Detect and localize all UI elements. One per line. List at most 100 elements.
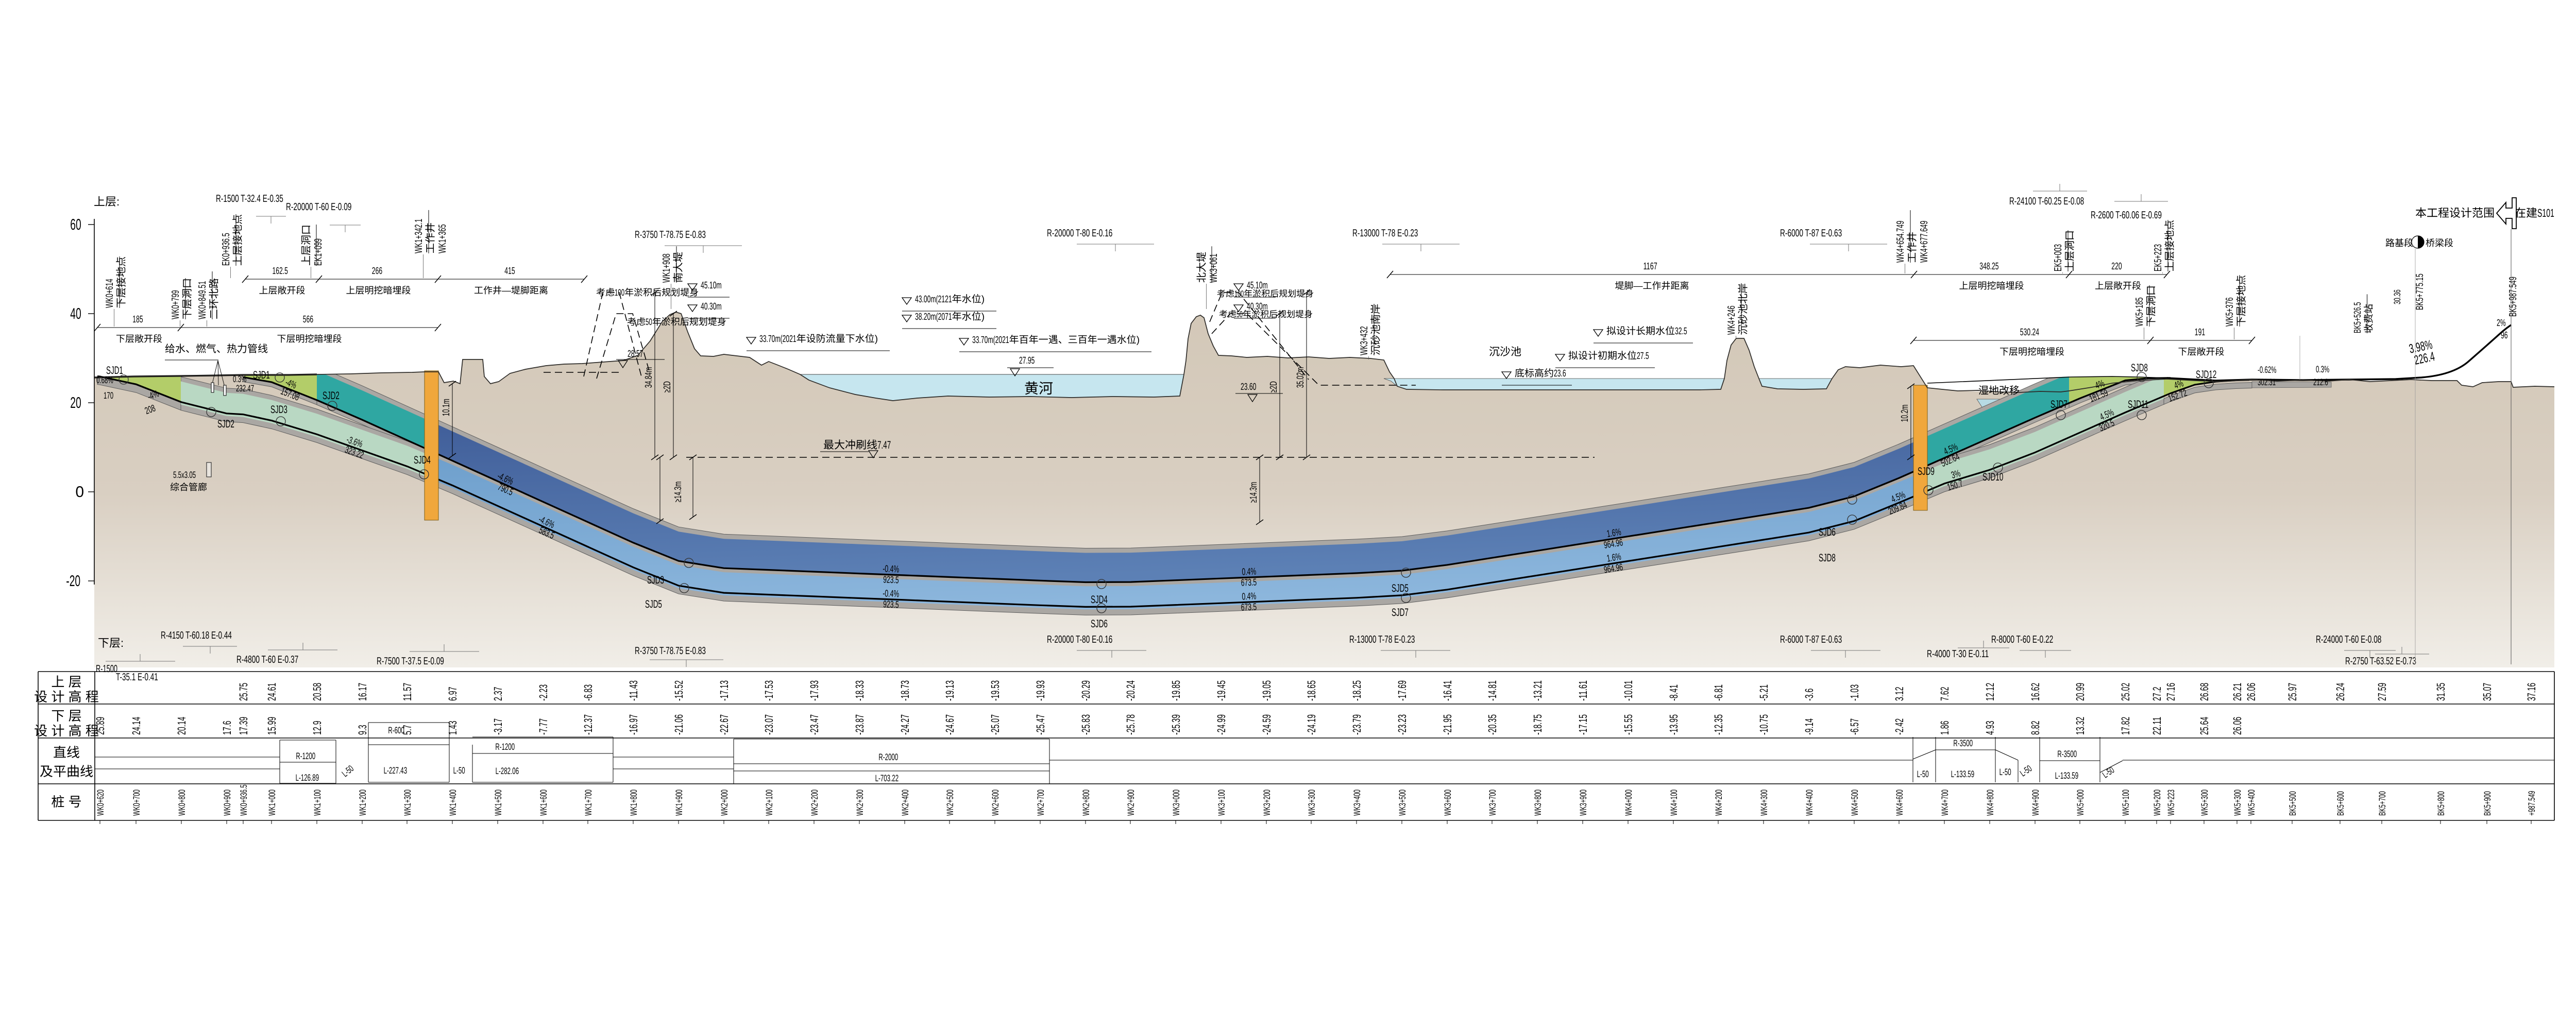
svg-text:9.3: 9.3 [356, 725, 369, 735]
svg-text:1.43: 1.43 [446, 721, 459, 735]
svg-text:0.3%: 0.3% [233, 374, 246, 384]
svg-text:-20.29: -20.29 [1079, 680, 1092, 701]
svg-text:-25.39: -25.39 [1170, 714, 1182, 735]
svg-text:38.20m(2071: 38.20m(2071 [915, 312, 952, 322]
svg-text:L-50: L-50 [1999, 767, 2011, 777]
svg-text:185: 185 [132, 314, 143, 325]
svg-text:SJD7: SJD7 [1392, 607, 1409, 619]
svg-text:WK4+654.749: WK4+654.749 [1895, 221, 1906, 263]
svg-text:-5.21: -5.21 [1757, 684, 1770, 701]
svg-text:WK5+223: WK5+223 [2166, 789, 2176, 816]
svg-text::: : [116, 195, 120, 208]
svg-text:26.68: 26.68 [2198, 683, 2211, 701]
svg-text:-24.67: -24.67 [943, 714, 956, 735]
svg-text:R-1500: R-1500 [96, 663, 117, 675]
svg-text:2.37: 2.37 [492, 687, 504, 701]
svg-text:L-50: L-50 [453, 765, 465, 776]
svg-text:25.75: 25.75 [237, 683, 250, 701]
svg-text:BK5+775.15: BK5+775.15 [2414, 273, 2426, 310]
svg-text:BK5+987.549: BK5+987.549 [2507, 277, 2519, 317]
svg-text:WK0+900: WK0+900 [222, 789, 232, 816]
svg-text:-18.75: -18.75 [1531, 714, 1544, 735]
svg-text:WK5+100: WK5+100 [2121, 789, 2131, 816]
svg-text:S101: S101 [2537, 207, 2554, 219]
svg-text:0.3%: 0.3% [2316, 364, 2329, 374]
svg-text:R-8000 T-60 E-0.22: R-8000 T-60 E-0.22 [1991, 634, 2053, 645]
svg-text:SJD11: SJD11 [2128, 399, 2148, 410]
svg-text:-16.41: -16.41 [1441, 680, 1454, 701]
svg-text:26.21: 26.21 [2231, 683, 2244, 701]
svg-text:R-13000 T-78 E-0.23: R-13000 T-78 E-0.23 [1352, 228, 1418, 239]
svg-text:27.59: 27.59 [2376, 683, 2388, 701]
svg-text:4%: 4% [2173, 378, 2185, 391]
svg-text:348.25: 348.25 [1979, 261, 1998, 272]
svg-text:BK5+800: BK5+800 [2436, 791, 2446, 816]
svg-text:WK0+800: WK0+800 [177, 789, 187, 816]
svg-text:191: 191 [2195, 327, 2205, 338]
svg-text:0.4%: 0.4% [1242, 591, 1257, 603]
svg-text:11.57: 11.57 [401, 683, 414, 701]
svg-text:-3.6: -3.6 [1803, 689, 1816, 701]
svg-text:WK4+300: WK4+300 [1759, 789, 1769, 816]
svg-text:4.93: 4.93 [1984, 721, 1996, 735]
svg-text:WK5+400: WK5+400 [2246, 789, 2257, 816]
svg-text:R-3750 T-78.75 E-0.83: R-3750 T-78.75 E-0.83 [635, 645, 706, 657]
svg-text:R-6000 T-87 E-0.63: R-6000 T-87 E-0.63 [1780, 228, 1842, 239]
svg-text:-9.14: -9.14 [1803, 718, 1816, 735]
svg-text:L-50: L-50 [1917, 769, 1929, 779]
svg-text:7.62: 7.62 [1938, 687, 1951, 701]
svg-text:R-1200: R-1200 [296, 751, 315, 761]
svg-text:12.12: 12.12 [1984, 683, 1996, 701]
svg-text:45.10m: 45.10m [1247, 280, 1268, 291]
svg-text:923.5: 923.5 [883, 574, 899, 586]
svg-text:232.47: 232.47 [236, 383, 254, 393]
svg-text:60: 60 [70, 216, 81, 233]
svg-text:100: 100 [615, 287, 624, 298]
svg-text:EK0+936.5: EK0+936.5 [221, 233, 232, 266]
svg-text:50: 50 [646, 317, 652, 327]
svg-text:-18.25: -18.25 [1350, 680, 1363, 701]
svg-text:WK1+800: WK1+800 [629, 789, 639, 816]
svg-text:-17.13: -17.13 [718, 680, 731, 701]
svg-text:-20: -20 [66, 573, 80, 590]
svg-text:R-600: R-600 [388, 725, 404, 735]
svg-text:WK4+900: WK4+900 [2030, 789, 2041, 816]
svg-text:R-20000 T-80 E-0.16: R-20000 T-80 E-0.16 [1047, 634, 1112, 645]
svg-text:40.30m: 40.30m [1247, 301, 1268, 312]
svg-text:26.06: 26.06 [2231, 717, 2244, 735]
svg-text:25.89: 25.89 [94, 717, 107, 735]
svg-text:SJD6: SJD6 [1819, 526, 1836, 538]
svg-text:17.82: 17.82 [2119, 717, 2132, 735]
svg-text:20: 20 [70, 394, 81, 411]
svg-text:-18.33: -18.33 [853, 680, 866, 701]
svg-text:30.36: 30.36 [2392, 289, 2402, 304]
svg-text:-19.53: -19.53 [989, 680, 1002, 701]
svg-text:WK5+200: WK5+200 [2152, 789, 2162, 816]
svg-text:≥14.3m: ≥14.3m [1248, 482, 1259, 503]
svg-text:SJD6: SJD6 [1091, 618, 1108, 630]
svg-text:R-3500: R-3500 [2057, 749, 2077, 759]
svg-text:WK2+700: WK2+700 [1036, 789, 1046, 816]
svg-text:R-1200: R-1200 [495, 742, 515, 752]
svg-text:WK1+900: WK1+900 [674, 789, 684, 816]
svg-text:BK5+500: BK5+500 [2287, 791, 2298, 816]
svg-text:100: 100 [1234, 289, 1244, 299]
svg-text:SJD1: SJD1 [106, 365, 123, 376]
svg-text:BK5+900: BK5+900 [2482, 791, 2493, 816]
svg-text:WK4+677.649: WK4+677.649 [1919, 221, 1930, 263]
svg-text:22.11: 22.11 [2150, 717, 2163, 735]
svg-text:-10.01: -10.01 [1622, 680, 1635, 701]
svg-text:-21.95: -21.95 [1441, 714, 1454, 735]
svg-text:R-24100 T-60.25 E-0.08: R-24100 T-60.25 E-0.08 [2009, 196, 2084, 207]
svg-text:R-4000 T-30 E-0.11: R-4000 T-30 E-0.11 [1927, 648, 1989, 660]
svg-text:-22.67: -22.67 [718, 714, 731, 735]
svg-text:R-4800 T-60 E-0.37: R-4800 T-60 E-0.37 [236, 654, 298, 665]
svg-text:WK3+900: WK3+900 [1578, 789, 1588, 816]
svg-text:L-126.89: L-126.89 [296, 772, 319, 783]
svg-text:WK4+200: WK4+200 [1714, 789, 1724, 816]
svg-text:WK4+400: WK4+400 [1804, 789, 1815, 816]
svg-text:R-2750 T-63.52 E-0.73: R-2750 T-63.52 E-0.73 [2345, 656, 2416, 667]
svg-text:-7.77: -7.77 [537, 718, 550, 735]
svg-text:WK2+000: WK2+000 [719, 789, 730, 816]
svg-text:EK1+099: EK1+099 [313, 238, 324, 266]
